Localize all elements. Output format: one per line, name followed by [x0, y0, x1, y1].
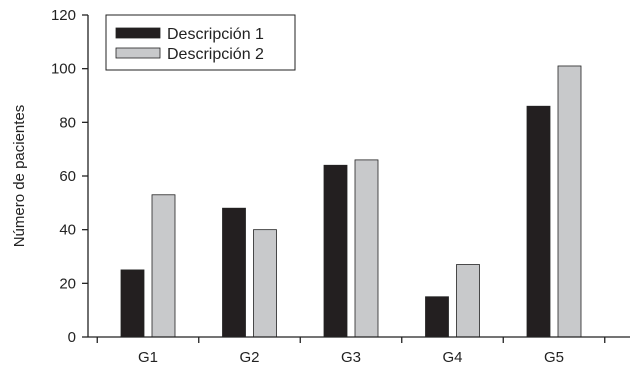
- x-tick-label-g2: G2: [239, 349, 259, 365]
- y-tick-label: 0: [68, 329, 76, 346]
- y-axis-label: Número de pacientes: [11, 105, 28, 248]
- x-tick-label-g5: G5: [544, 349, 564, 365]
- y-tick-label: 80: [59, 114, 76, 131]
- bar-descripcion-2-g2: [253, 229, 277, 338]
- legend-label-descripcion-1: Descripción 1: [167, 26, 264, 43]
- y-axis-ticks: 0 20 40 60 80 100 120: [51, 7, 88, 346]
- y-tick-label: 120: [51, 7, 76, 24]
- x-tick-label-g3: G3: [341, 349, 361, 365]
- legend-label-descripcion-2: Descripción 2: [167, 46, 264, 63]
- bar-descripcion-2-g4: [456, 264, 480, 338]
- x-axis-ticks: G1 G2 G3 G4 G5: [96, 337, 606, 365]
- bar-descripcion-2-g3: [354, 159, 379, 338]
- bar-descripcion-1-g3: [323, 164, 348, 338]
- y-tick-label: 60: [59, 168, 76, 185]
- bar-descripcion-1-g4: [425, 296, 449, 338]
- legend-box: [105, 14, 296, 71]
- y-tick-label: 20: [59, 275, 76, 292]
- bar-descripcion-1-g5: [526, 105, 551, 338]
- plot-area: [120, 65, 582, 338]
- bar-descripcion-2-g5: [557, 65, 582, 338]
- bar-descripcion-2-g1: [151, 194, 176, 338]
- x-tick-label-g4: G4: [442, 349, 462, 365]
- bar-descripcion-1-g2: [222, 207, 246, 338]
- x-tick-label-g1: G1: [138, 349, 158, 365]
- legend-swatch-descripcion-2: [115, 47, 161, 59]
- legend: Descripción 1 Descripción 2: [105, 14, 296, 71]
- y-tick-label: 100: [51, 61, 76, 78]
- legend-swatch-descripcion-1: [115, 27, 161, 39]
- y-tick-label: 40: [59, 222, 76, 239]
- bar-descripcion-1-g1: [120, 269, 145, 338]
